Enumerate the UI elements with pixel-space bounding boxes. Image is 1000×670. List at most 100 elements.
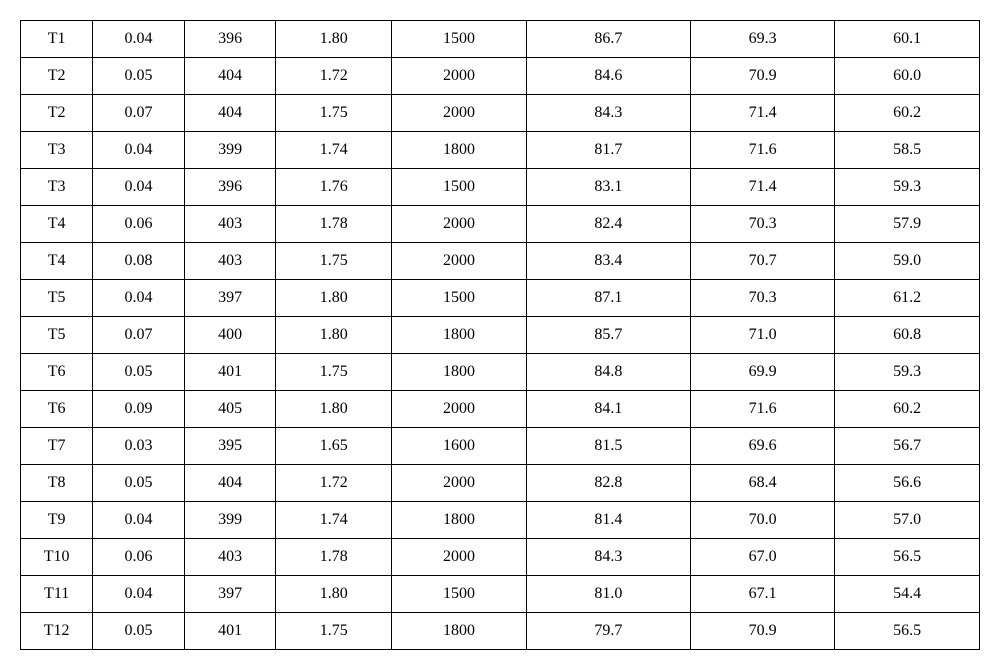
table-cell: T6 bbox=[21, 391, 93, 428]
table-cell: 57.9 bbox=[835, 206, 980, 243]
table-cell: 59.3 bbox=[835, 169, 980, 206]
table-cell: 84.6 bbox=[526, 58, 690, 95]
table-cell: 403 bbox=[184, 539, 276, 576]
table-cell: 60.2 bbox=[835, 95, 980, 132]
table-cell: 0.04 bbox=[93, 502, 185, 539]
table-cell: 1.74 bbox=[276, 502, 392, 539]
table-cell: 403 bbox=[184, 243, 276, 280]
table-cell: 400 bbox=[184, 317, 276, 354]
table-cell: T12 bbox=[21, 613, 93, 650]
table-cell: T4 bbox=[21, 206, 93, 243]
table-cell: 399 bbox=[184, 132, 276, 169]
table-cell: 71.6 bbox=[690, 391, 835, 428]
table-cell: 81.4 bbox=[526, 502, 690, 539]
table-cell: 1.75 bbox=[276, 95, 392, 132]
table-cell: 1.80 bbox=[276, 391, 392, 428]
table-cell: 60.8 bbox=[835, 317, 980, 354]
table-cell: 54.4 bbox=[835, 576, 980, 613]
table-cell: 59.3 bbox=[835, 354, 980, 391]
table-row: T20.054041.72200084.670.960.0 bbox=[21, 58, 980, 95]
table-cell: 401 bbox=[184, 613, 276, 650]
table-cell: T3 bbox=[21, 132, 93, 169]
table-cell: 81.0 bbox=[526, 576, 690, 613]
table-cell: 70.3 bbox=[690, 206, 835, 243]
table-cell: 396 bbox=[184, 169, 276, 206]
table-cell: 0.05 bbox=[93, 58, 185, 95]
table-cell: 2000 bbox=[392, 95, 527, 132]
table-cell: 61.2 bbox=[835, 280, 980, 317]
table-cell: 84.3 bbox=[526, 539, 690, 576]
table-cell: 0.06 bbox=[93, 539, 185, 576]
table-cell: 404 bbox=[184, 58, 276, 95]
table-cell: 2000 bbox=[392, 58, 527, 95]
table-cell: 56.5 bbox=[835, 613, 980, 650]
table-cell: 1500 bbox=[392, 280, 527, 317]
table-cell: 1.74 bbox=[276, 132, 392, 169]
table-cell: 404 bbox=[184, 465, 276, 502]
table-cell: 0.03 bbox=[93, 428, 185, 465]
table-cell: 69.9 bbox=[690, 354, 835, 391]
table-cell: 87.1 bbox=[526, 280, 690, 317]
table-cell: 70.7 bbox=[690, 243, 835, 280]
table-cell: 397 bbox=[184, 576, 276, 613]
table-cell: 1.78 bbox=[276, 539, 392, 576]
table-cell: 1.80 bbox=[276, 21, 392, 58]
table-cell: 0.04 bbox=[93, 132, 185, 169]
table-cell: 0.08 bbox=[93, 243, 185, 280]
table-cell: 0.06 bbox=[93, 206, 185, 243]
table-cell: 57.0 bbox=[835, 502, 980, 539]
table-cell: 0.05 bbox=[93, 465, 185, 502]
table-cell: 1600 bbox=[392, 428, 527, 465]
table-row: T10.043961.80150086.769.360.1 bbox=[21, 21, 980, 58]
table-cell: 2000 bbox=[392, 243, 527, 280]
table-cell: 0.04 bbox=[93, 576, 185, 613]
table-cell: T5 bbox=[21, 317, 93, 354]
table-cell: 85.7 bbox=[526, 317, 690, 354]
table-cell: 71.6 bbox=[690, 132, 835, 169]
table-row: T20.074041.75200084.371.460.2 bbox=[21, 95, 980, 132]
table-row: T100.064031.78200084.367.056.5 bbox=[21, 539, 980, 576]
table-cell: 1.80 bbox=[276, 280, 392, 317]
table-cell: 0.04 bbox=[93, 169, 185, 206]
table-cell: 84.8 bbox=[526, 354, 690, 391]
table-cell: 69.3 bbox=[690, 21, 835, 58]
table-cell: 56.5 bbox=[835, 539, 980, 576]
table-cell: 405 bbox=[184, 391, 276, 428]
table-cell: T4 bbox=[21, 243, 93, 280]
table-cell: 70.0 bbox=[690, 502, 835, 539]
table-cell: 1500 bbox=[392, 576, 527, 613]
table-cell: T5 bbox=[21, 280, 93, 317]
table-row: T50.043971.80150087.170.361.2 bbox=[21, 280, 980, 317]
table-cell: 1500 bbox=[392, 169, 527, 206]
table-cell: 67.0 bbox=[690, 539, 835, 576]
table-cell: 399 bbox=[184, 502, 276, 539]
table-cell: 70.9 bbox=[690, 58, 835, 95]
table-cell: 0.07 bbox=[93, 95, 185, 132]
table-row: T80.054041.72200082.868.456.6 bbox=[21, 465, 980, 502]
table-cell: 1800 bbox=[392, 132, 527, 169]
table-row: T110.043971.80150081.067.154.4 bbox=[21, 576, 980, 613]
table-cell: 71.0 bbox=[690, 317, 835, 354]
table-cell: 1.75 bbox=[276, 354, 392, 391]
table-cell: 70.9 bbox=[690, 613, 835, 650]
table-row: T70.033951.65160081.569.656.7 bbox=[21, 428, 980, 465]
table-row: T30.043961.76150083.171.459.3 bbox=[21, 169, 980, 206]
table-cell: 81.7 bbox=[526, 132, 690, 169]
table-cell: 1800 bbox=[392, 317, 527, 354]
table-row: T30.043991.74180081.771.658.5 bbox=[21, 132, 980, 169]
table-cell: 397 bbox=[184, 280, 276, 317]
table-cell: 1.72 bbox=[276, 465, 392, 502]
table-cell: 1.65 bbox=[276, 428, 392, 465]
table-cell: 70.3 bbox=[690, 280, 835, 317]
table-row: T120.054011.75180079.770.956.5 bbox=[21, 613, 980, 650]
table-row: T60.054011.75180084.869.959.3 bbox=[21, 354, 980, 391]
table-cell: T2 bbox=[21, 58, 93, 95]
table-cell: 81.5 bbox=[526, 428, 690, 465]
table-cell: 0.05 bbox=[93, 613, 185, 650]
table-cell: 1800 bbox=[392, 613, 527, 650]
table-cell: 56.7 bbox=[835, 428, 980, 465]
table-cell: 79.7 bbox=[526, 613, 690, 650]
table-cell: T2 bbox=[21, 95, 93, 132]
table-cell: 83.1 bbox=[526, 169, 690, 206]
table-cell: 1.80 bbox=[276, 317, 392, 354]
